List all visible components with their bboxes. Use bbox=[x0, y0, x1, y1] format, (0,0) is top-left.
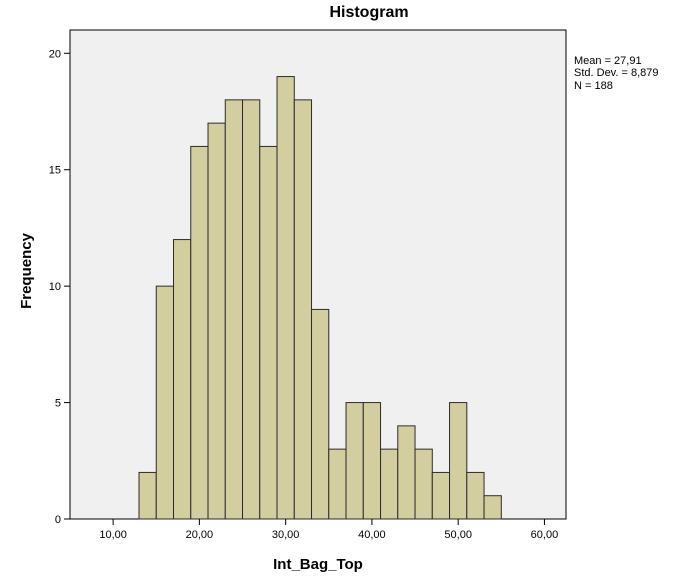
histogram-bar bbox=[155, 285, 175, 520]
x-axis-label: Int_Bag_Top bbox=[273, 556, 363, 573]
y-tick-label: 15 bbox=[49, 165, 61, 177]
histogram-bar bbox=[259, 145, 278, 520]
histogram-bar bbox=[414, 448, 433, 520]
histogram-bar bbox=[190, 145, 209, 520]
histogram-bar bbox=[311, 308, 330, 520]
histogram-bar bbox=[362, 402, 382, 520]
histogram-bar bbox=[449, 402, 468, 520]
y-tick-label: 10 bbox=[49, 281, 61, 293]
stats-box: Mean = 27,91 Std. Dev. = 8,879 N = 188 bbox=[574, 55, 659, 92]
histogram-bar bbox=[173, 239, 192, 520]
histogram-bar bbox=[276, 76, 295, 520]
y-tick-label: 5 bbox=[55, 398, 61, 410]
x-tick-label: 10,00 bbox=[99, 529, 127, 541]
histogram-bar bbox=[224, 99, 244, 520]
x-tick-label: 50,00 bbox=[444, 529, 472, 541]
histogram-bar bbox=[207, 122, 226, 520]
y-tick-label: 0 bbox=[55, 514, 61, 526]
x-tick-label: 20,00 bbox=[186, 529, 214, 541]
histogram-bar bbox=[328, 448, 347, 520]
histogram-bar bbox=[293, 99, 313, 520]
x-axis: 10,00 20,00 30,00 40,00 50,00 60,00 bbox=[99, 519, 558, 541]
x-tick-label: 30,00 bbox=[272, 529, 300, 541]
histogram-bar bbox=[431, 471, 451, 520]
y-axis-label: Frequency bbox=[18, 232, 35, 309]
stat-n: N = 188 bbox=[574, 80, 613, 92]
stat-mean: Mean = 27,91 bbox=[574, 55, 642, 67]
histogram-bar bbox=[380, 448, 399, 520]
y-tick-label: 20 bbox=[49, 48, 61, 60]
histogram-bar bbox=[483, 495, 502, 520]
chart-title: Histogram bbox=[329, 4, 408, 21]
histogram-bar bbox=[397, 425, 416, 520]
bars-group bbox=[138, 76, 502, 520]
histogram-bar bbox=[242, 99, 261, 520]
x-tick-label: 60,00 bbox=[531, 529, 559, 541]
y-axis: 0 5 10 15 20 bbox=[49, 48, 70, 526]
histogram-bar bbox=[138, 471, 157, 520]
histogram-bar bbox=[466, 471, 485, 520]
histogram-bar bbox=[345, 402, 364, 520]
x-tick-label: 40,00 bbox=[358, 529, 386, 541]
stat-std-dev: Std. Dev. = 8,879 bbox=[574, 67, 659, 79]
